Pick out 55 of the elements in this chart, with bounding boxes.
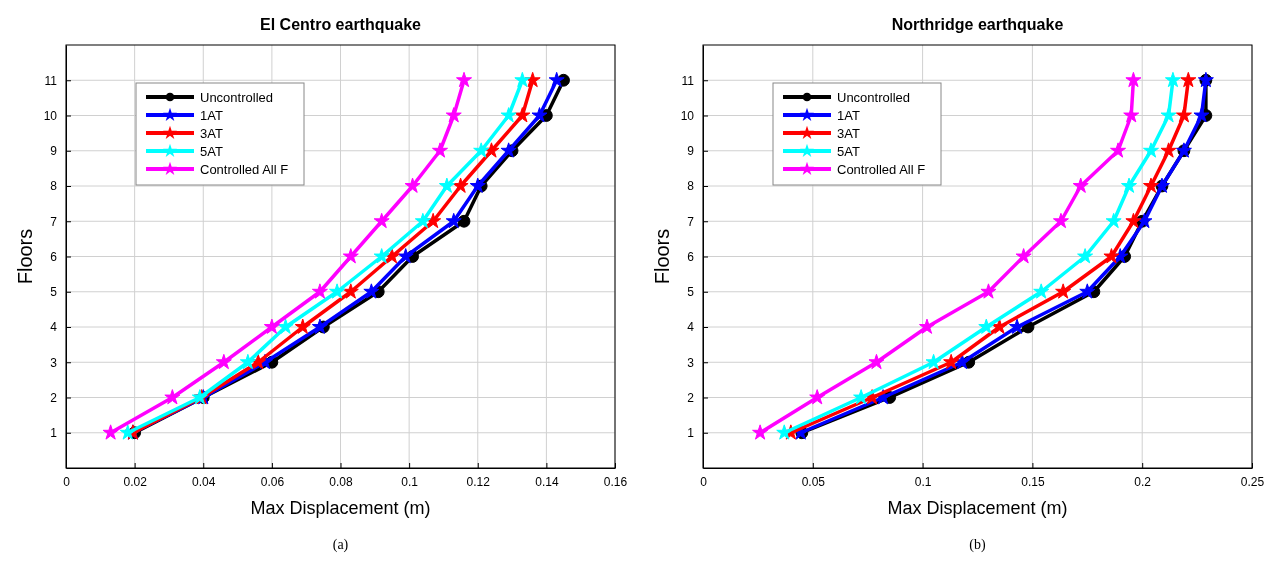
y-tick-label: 1 xyxy=(687,426,695,441)
y-axis-title: Floors xyxy=(651,228,673,285)
y-tick-label: 5 xyxy=(687,285,695,300)
legend-label: 3AT xyxy=(837,126,860,141)
text: (b) xyxy=(969,537,986,553)
x-tick-label: 0.06 xyxy=(260,474,285,489)
y-tick-label: 2 xyxy=(50,390,58,405)
text: (a) xyxy=(332,537,349,553)
y-tick-label: 6 xyxy=(50,249,58,264)
y-tick-label: 9 xyxy=(687,144,695,159)
y-tick-label: 8 xyxy=(687,179,695,194)
x-tick-label: 0.04 xyxy=(192,474,216,489)
x-tick-label: 0.1 xyxy=(914,474,932,489)
y-tick-label: 10 xyxy=(43,108,58,123)
legend-label: Controlled All F xyxy=(200,162,289,177)
y-tick-label: 9 xyxy=(50,144,58,159)
y-tick-label: 1 xyxy=(50,426,58,441)
x-tick-label: 0.08 xyxy=(329,474,353,489)
x-tick-label: 0.02 xyxy=(123,474,148,489)
chart-title: El Centro earthquake xyxy=(260,16,422,33)
y-tick-label: 11 xyxy=(44,73,58,88)
x-tick-label: 0.16 xyxy=(603,474,628,489)
x-tick-label: 0 xyxy=(700,474,708,489)
legend-label: 5AT xyxy=(837,144,860,159)
y-tick-label: 4 xyxy=(50,320,58,335)
y-tick-label: 3 xyxy=(50,355,58,370)
x-axis-title: Max Displacement (m) xyxy=(887,498,1068,518)
x-tick-label: 0 xyxy=(63,474,71,489)
x-tick-label: 0.14 xyxy=(535,474,559,489)
legend-label: 3AT xyxy=(200,126,223,141)
y-tick-label: 4 xyxy=(687,320,695,335)
legend-label: Uncontrolled xyxy=(200,90,273,105)
y-tick-label: 8 xyxy=(50,179,58,194)
y-tick-label: 2 xyxy=(687,390,695,405)
legend-label: Uncontrolled xyxy=(837,90,910,105)
legend-label: 5AT xyxy=(200,144,223,159)
y-tick-label: 11 xyxy=(681,73,695,88)
legend-label: 1AT xyxy=(837,108,860,123)
y-axis-title: Floors xyxy=(14,228,36,285)
y-tick-label: 3 xyxy=(687,355,695,370)
x-tick-label: 0.1 xyxy=(401,474,419,489)
y-tick-label: 7 xyxy=(687,214,695,229)
x-axis-title: Max Displacement (m) xyxy=(250,498,431,518)
x-tick-label: 0.2 xyxy=(1134,474,1152,489)
x-tick-label: 0.25 xyxy=(1240,474,1265,489)
y-tick-label: 7 xyxy=(50,214,58,229)
chart-title: Northridge earthquake xyxy=(891,16,1064,33)
x-tick-label: 0.05 xyxy=(801,474,826,489)
legend-label: 1AT xyxy=(200,108,223,123)
x-tick-label: 0.12 xyxy=(466,474,491,489)
x-tick-label: 0.15 xyxy=(1021,474,1045,489)
y-tick-label: 5 xyxy=(50,285,58,300)
legend-label: Controlled All F xyxy=(837,162,926,177)
y-tick-label: 10 xyxy=(680,108,695,123)
y-tick-label: 6 xyxy=(687,249,695,264)
